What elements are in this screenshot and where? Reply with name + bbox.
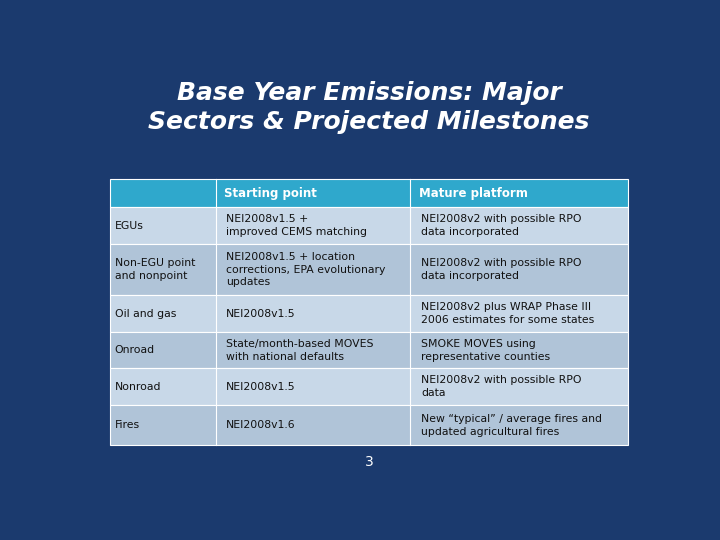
Text: Base Year Emissions: Major
Sectors & Projected Milestones: Base Year Emissions: Major Sectors & Pro… bbox=[148, 82, 590, 134]
Text: Nonroad: Nonroad bbox=[115, 382, 161, 392]
Text: NEI2008v1.5 + location
corrections, EPA evolutionary
updates: NEI2008v1.5 + location corrections, EPA … bbox=[226, 252, 385, 287]
Text: NEI2008v1.6: NEI2008v1.6 bbox=[226, 420, 295, 430]
Text: Oil and gas: Oil and gas bbox=[115, 308, 176, 319]
Text: 3: 3 bbox=[364, 455, 374, 469]
Bar bbox=[109, 179, 629, 207]
Text: NEI2008v2 with possible RPO
data: NEI2008v2 with possible RPO data bbox=[421, 375, 581, 398]
Text: SMOKE MOVES using
representative counties: SMOKE MOVES using representative countie… bbox=[421, 339, 550, 361]
Text: Starting point: Starting point bbox=[224, 187, 317, 200]
Text: Mature platform: Mature platform bbox=[419, 187, 528, 200]
Text: New “typical” / average fires and
updated agricultural fires: New “typical” / average fires and update… bbox=[421, 414, 602, 436]
Text: NEI2008v1.5: NEI2008v1.5 bbox=[226, 382, 295, 392]
Text: NEI2008v2 with possible RPO
data incorporated: NEI2008v2 with possible RPO data incorpo… bbox=[421, 258, 581, 281]
Bar bbox=[109, 405, 629, 446]
Text: EGUs: EGUs bbox=[115, 221, 144, 231]
Bar bbox=[109, 332, 629, 368]
Text: NEI2008v1.5: NEI2008v1.5 bbox=[226, 308, 295, 319]
Bar bbox=[109, 207, 629, 244]
Text: NEI2008v1.5 +
improved CEMS matching: NEI2008v1.5 + improved CEMS matching bbox=[226, 214, 366, 237]
Text: Fires: Fires bbox=[115, 420, 140, 430]
Text: NEI2008v2 with possible RPO
data incorporated: NEI2008v2 with possible RPO data incorpo… bbox=[421, 214, 581, 237]
Bar bbox=[109, 295, 629, 332]
Text: Non-EGU point
and nonpoint: Non-EGU point and nonpoint bbox=[115, 258, 195, 281]
Text: NEI2008v2 plus WRAP Phase III
2006 estimates for some states: NEI2008v2 plus WRAP Phase III 2006 estim… bbox=[421, 302, 594, 325]
Bar bbox=[109, 244, 629, 295]
Text: Onroad: Onroad bbox=[115, 345, 155, 355]
Bar bbox=[109, 368, 629, 405]
Text: State/month-based MOVES
with national defaults: State/month-based MOVES with national de… bbox=[226, 339, 373, 361]
